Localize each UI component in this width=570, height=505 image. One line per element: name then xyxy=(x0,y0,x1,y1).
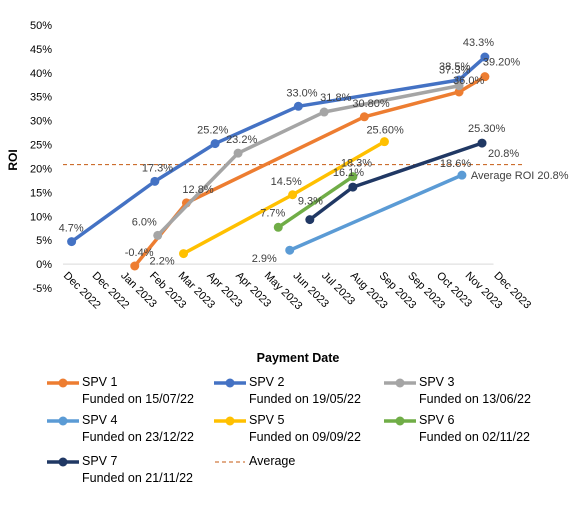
series-line-spv3 xyxy=(156,84,460,237)
data-label-spv1: 39.20% xyxy=(483,57,521,69)
legend-swatch-spv4 xyxy=(47,416,79,426)
data-point-spv3 xyxy=(319,107,329,117)
data-label-spv1: 30.80% xyxy=(352,98,390,110)
data-point-spv2 xyxy=(480,52,490,62)
data-label-spv6: 7.7% xyxy=(260,207,285,219)
data-point-spv2 xyxy=(210,139,220,149)
legend-label: SPV 1 xyxy=(82,375,118,389)
y-tick-label: 10% xyxy=(30,211,52,223)
data-label-spv7: 16.1% xyxy=(333,167,364,179)
data-label-spv3: 31.8% xyxy=(320,92,351,104)
data-label-spv7: 25.30% xyxy=(468,123,506,135)
y-tick-label: 40% xyxy=(30,68,52,80)
data-point-spv7 xyxy=(348,182,358,192)
data-label-spv1: -0.4% xyxy=(125,247,154,259)
legend-swatch-average xyxy=(215,461,245,463)
y-tick-labels: -5% 0% 5% 10% 15% 20% 25% 30% 35% 40% 45% 50% xyxy=(30,20,52,295)
legend-label: SPV 2 xyxy=(249,375,285,389)
data-point-spv3 xyxy=(454,81,464,91)
legend-funded-date: Funded on 21/11/22 xyxy=(82,471,193,485)
data-point-spv5 xyxy=(379,137,389,147)
legend-funded-date: Funded on 02/11/22 xyxy=(419,430,530,444)
y-tick-label: 45% xyxy=(30,44,52,56)
data-label-spv6: 18.3% xyxy=(341,158,372,170)
data-point-spv1 xyxy=(130,261,140,271)
series-line-spv4 xyxy=(289,173,463,252)
legend-swatch-spv2 xyxy=(214,378,246,388)
legend-swatch-spv3 xyxy=(384,378,416,388)
legend-label: SPV 3 xyxy=(419,375,455,389)
y-tick-label: 5% xyxy=(36,235,52,247)
data-label-spv1: 12.8% xyxy=(182,184,213,196)
legend-label: Average xyxy=(249,454,296,468)
series-line-spv7 xyxy=(308,141,483,222)
legend-swatch-spv5 xyxy=(214,416,246,426)
data-label-spv1: 36.0% xyxy=(453,75,484,87)
series-line-spv2 xyxy=(70,55,487,244)
legend-funded-date: Funded on 15/07/22 xyxy=(82,392,194,406)
data-point-spv1 xyxy=(359,112,369,122)
data-label-spv4: 18.6% xyxy=(440,158,471,170)
legend-label: SPV 7 xyxy=(82,454,118,468)
legend-swatch-spv6 xyxy=(384,416,416,426)
data-point-spv6 xyxy=(348,172,358,182)
data-point-spv2 xyxy=(150,176,160,186)
legend-label: SPV 5 xyxy=(249,413,285,427)
data-point-spv6 xyxy=(273,222,283,232)
legend-label: SPV 4 xyxy=(82,413,118,427)
data-label-spv5: 2.2% xyxy=(150,256,175,268)
legend-funded-date: Funded on 19/05/22 xyxy=(249,392,361,406)
data-label-spv2: 33.0% xyxy=(286,87,317,99)
data-label-spv4: 2.9% xyxy=(252,253,277,265)
y-tick-label: -5% xyxy=(32,283,52,295)
data-label-spv5: 14.5% xyxy=(271,176,302,188)
data-point-spv4 xyxy=(285,245,295,255)
data-point-spv5 xyxy=(179,249,189,259)
data-point-spv7 xyxy=(305,215,315,225)
data-point-spv4 xyxy=(457,170,467,180)
y-tick-label: 25% xyxy=(30,140,52,152)
series-line-spv6 xyxy=(277,175,354,229)
data-point-spv5 xyxy=(288,190,298,200)
data-point-spv3 xyxy=(233,148,243,158)
y-tick-label: 30% xyxy=(30,116,52,128)
data-label-spv2: 4.7% xyxy=(59,223,84,235)
y-axis-title: ROI xyxy=(6,149,20,170)
data-label-spv7: 9.3% xyxy=(298,196,323,208)
data-label-spv5: 25.60% xyxy=(366,125,404,137)
y-tick-label: 20% xyxy=(30,163,52,175)
data-label-spv2: 17.3% xyxy=(142,162,173,174)
series-lines xyxy=(67,52,490,271)
legend-funded-date: Funded on 09/09/22 xyxy=(249,430,361,444)
data-point-spv3 xyxy=(153,230,163,240)
data-point-spv1 xyxy=(480,72,490,82)
data-label-spv3: 37.3% xyxy=(439,65,470,77)
data-labels: -0.4% 12.8% 30.80% 36.0% 39.20% 4.7% 17.3% 25.2… xyxy=(59,37,569,268)
data-label-spv3: 23.2% xyxy=(226,134,257,146)
y-tick-label: 35% xyxy=(30,92,52,104)
data-point-spv7 xyxy=(477,138,487,148)
legend-funded-date: Funded on 23/12/22 xyxy=(82,430,194,444)
average-label: Average ROI 20.8% xyxy=(471,170,569,182)
y-tick-label: 50% xyxy=(30,20,52,32)
x-axis-title: Payment Date xyxy=(257,351,340,365)
data-point-spv2 xyxy=(67,237,77,247)
y-tick-label: 15% xyxy=(30,187,52,199)
data-label-spv2: 43.3% xyxy=(463,37,494,49)
legend-funded-date: Funded on 13/06/22 xyxy=(419,392,531,406)
data-label-spv2: 25.2% xyxy=(197,125,228,137)
data-label-spv3: 6.0% xyxy=(132,216,157,228)
legend-label: SPV 6 xyxy=(419,413,455,427)
data-label-spv7-extra: 20.8% xyxy=(488,148,519,160)
data-label-spv2: 38.5% xyxy=(439,61,470,73)
y-tick-label: 0% xyxy=(36,259,52,271)
legend-swatch-spv1 xyxy=(47,378,79,388)
data-point-spv1 xyxy=(454,87,464,97)
legend-swatch-spv7 xyxy=(47,457,79,467)
data-point-spv2 xyxy=(293,101,303,111)
